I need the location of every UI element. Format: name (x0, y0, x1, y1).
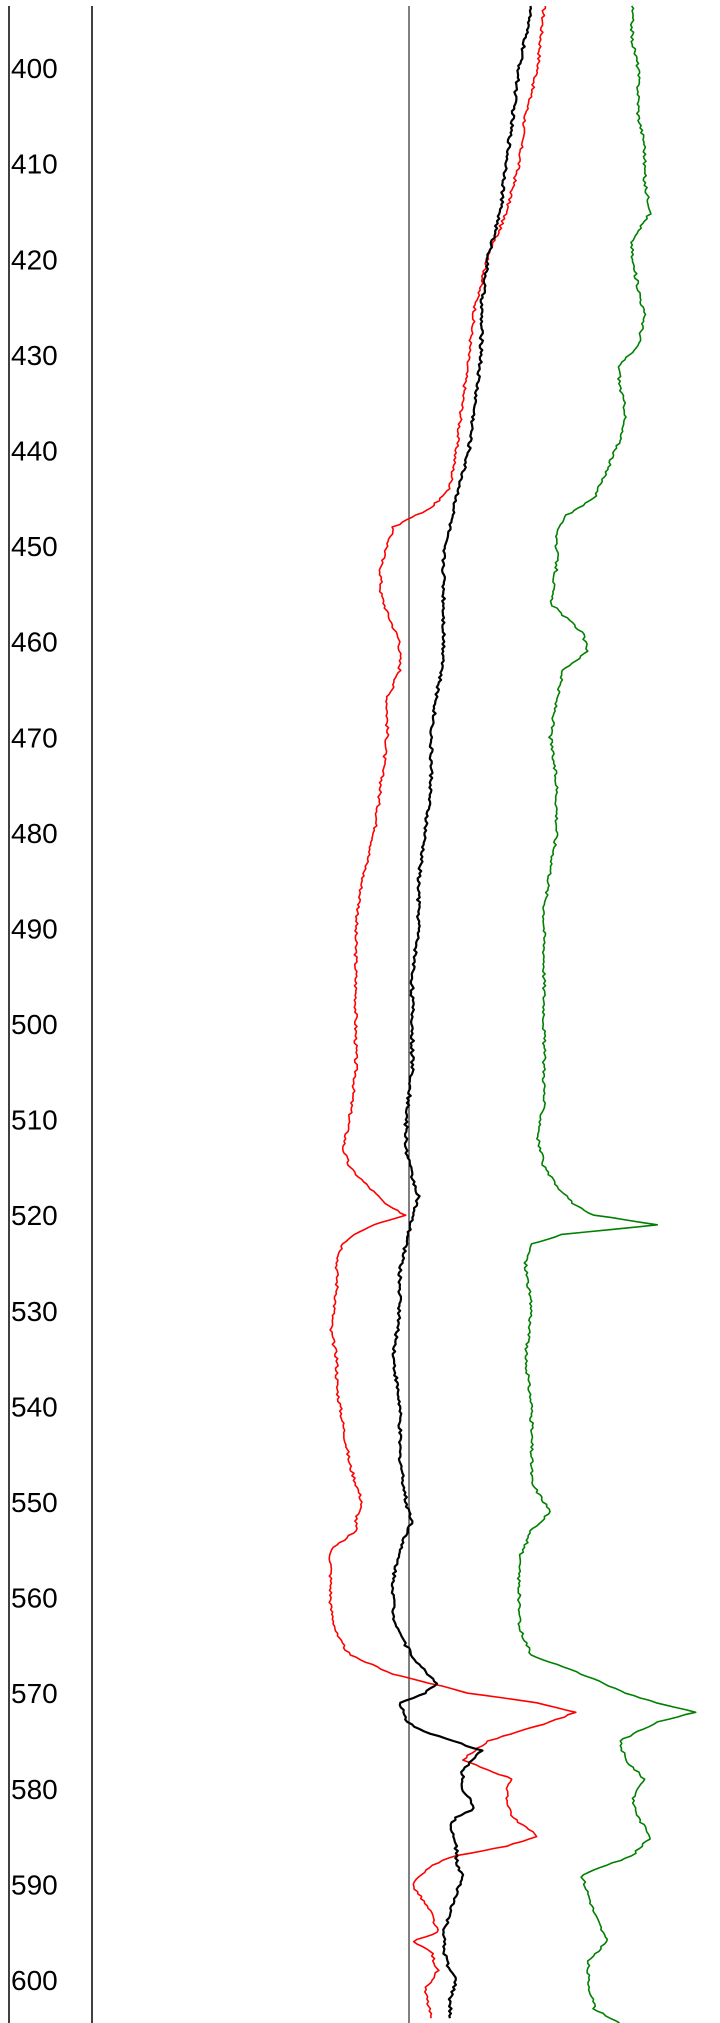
depth-tick-label: 540 (11, 1391, 58, 1422)
depth-tick-label: 510 (11, 1105, 58, 1136)
depth-tick-label: 570 (11, 1678, 58, 1709)
depth-tick-label: 430 (11, 340, 58, 371)
series-line-0 (328, 5, 577, 2019)
depth-tick-label: 590 (11, 1869, 58, 1900)
depth-tick-label: 530 (11, 1296, 58, 1327)
depth-tick-label: 600 (11, 1965, 58, 1996)
depth-tick-label: 470 (11, 722, 58, 753)
depth-tick-label: 580 (11, 1774, 58, 1805)
depth-tick-labels: 400 410 420 430 440 450 460 470 480 490 500 510 520 5… (11, 53, 58, 1996)
series-line-1 (390, 5, 532, 2019)
depth-tick-label: 410 (11, 149, 58, 180)
depth-tick-label: 500 (11, 1009, 58, 1040)
depth-tick-label: 400 (11, 53, 58, 84)
series-line-2 (516, 5, 697, 2023)
depth-tick-label: 440 (11, 436, 58, 467)
depth-tick-label: 480 (11, 818, 58, 849)
series-layer (328, 5, 697, 2023)
depth-tick-label: 520 (11, 1200, 58, 1231)
depth-tick-label: 560 (11, 1583, 58, 1614)
depth-tick-label: 460 (11, 627, 58, 658)
depth-tick-label: 550 (11, 1487, 58, 1518)
depth-tick-label: 420 (11, 244, 58, 275)
depth-tick-label: 450 (11, 531, 58, 562)
depth-tick-label: 490 (11, 913, 58, 944)
